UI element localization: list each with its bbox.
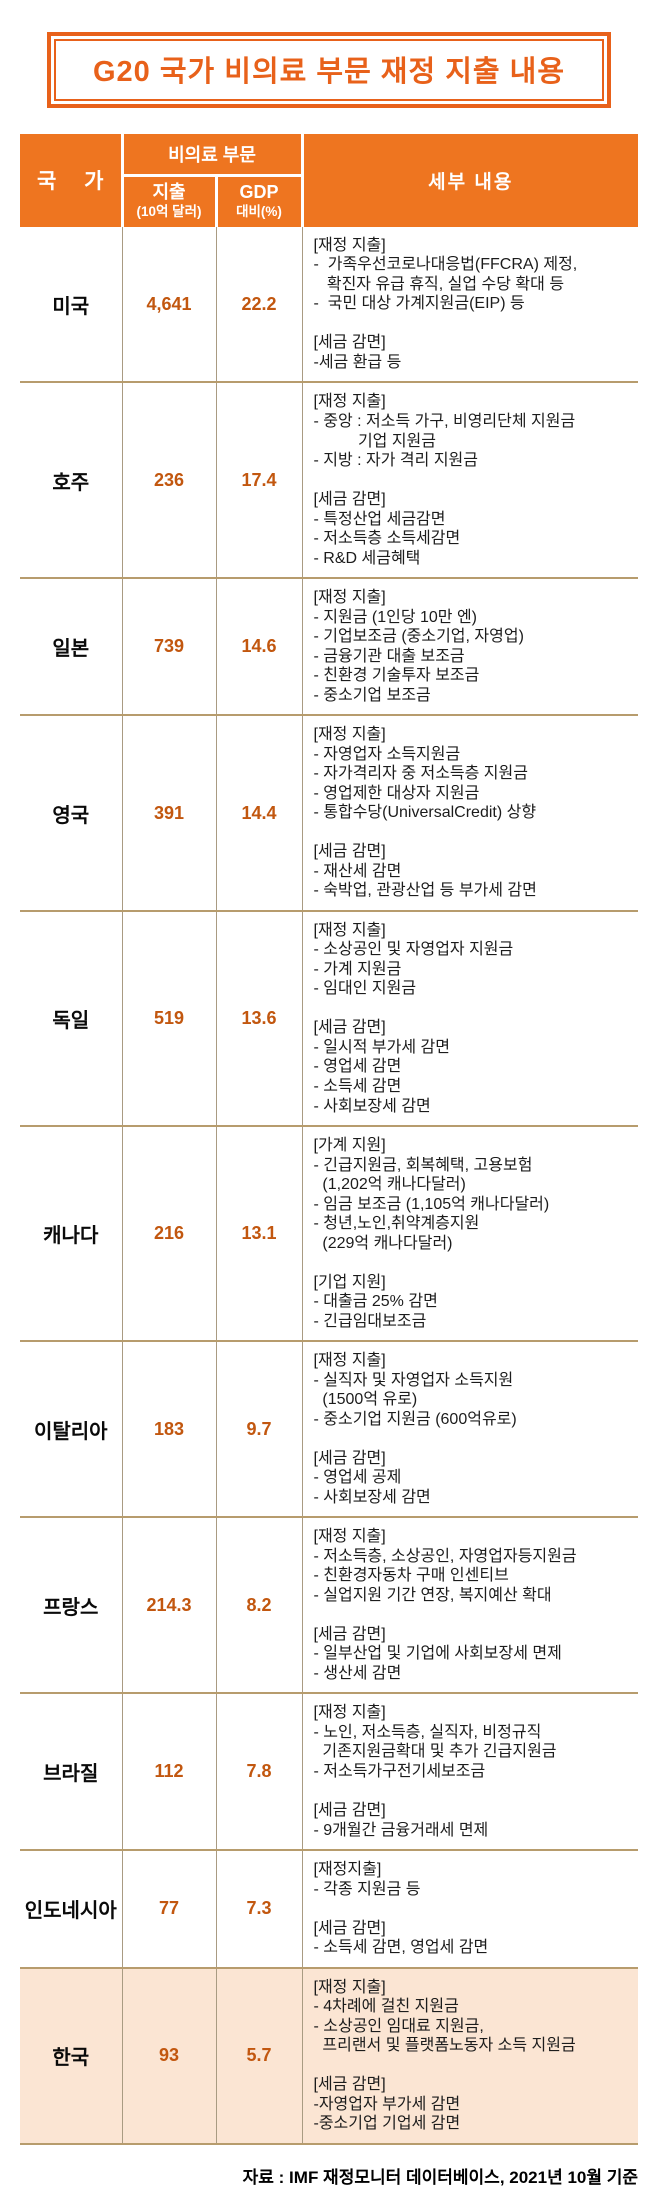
- header-spending: 지출 (10억 달러): [122, 175, 218, 227]
- header-gdp-label: GDP: [239, 182, 279, 202]
- spending-value: 519: [122, 909, 217, 1127]
- header-gdp-unit: 대비(%): [236, 203, 282, 219]
- header-details: 세부 내용: [302, 134, 638, 227]
- country-name: 영국: [20, 714, 123, 911]
- country-details: [재정 지출] - 노인, 저소득층, 실직자, 비정규직 기존지원금확대 및 …: [302, 1692, 638, 1851]
- spending-value: 214.3: [122, 1516, 217, 1694]
- row-france: 프랑스 214.3 8.2 [재정 지출] - 저소득층, 소상공인, 자영업자…: [20, 1516, 638, 1694]
- country-name: 한국: [20, 1966, 123, 2145]
- g20-spending-table: 국 가 비의료 부문 세부 내용 지출 (10억 달러) GDP 대비(%) 미…: [20, 134, 638, 2145]
- spending-value: 216: [122, 1125, 217, 1342]
- country-name: 브라질: [20, 1692, 123, 1851]
- row-japan: 일본 739 14.6 [재정 지출] - 지원금 (1인당 10만 엔) - …: [20, 577, 638, 716]
- country-details: [재정 지출] - 실직자 및 자영업자 소득지원 (1500억 유로) - 중…: [302, 1340, 638, 1518]
- gdp-ratio-value: 14.4: [216, 714, 303, 911]
- country-name: 호주: [20, 381, 123, 579]
- row-germany: 독일 519 13.6 [재정 지출] - 소상공인 및 자영업자 지원금 - …: [20, 909, 638, 1127]
- gdp-ratio-value: 17.4: [216, 381, 303, 579]
- spending-value: 112: [122, 1692, 217, 1851]
- country-name: 인도네시아: [20, 1849, 123, 1968]
- gdp-ratio-value: 14.6: [216, 577, 303, 716]
- country-details: [가계 지원] - 긴급지원금, 회복혜택, 고용보험 (1,202억 캐나다달…: [302, 1125, 638, 1342]
- spending-value: 4,641: [122, 226, 217, 383]
- header-nonmedical-group: 비의료 부문: [122, 134, 304, 177]
- gdp-ratio-value: 13.1: [216, 1125, 303, 1342]
- row-usa: 미국 4,641 22.2 [재정 지출] - 가족우선코로나대응법(FFCRA…: [20, 226, 638, 383]
- gdp-ratio-value: 7.3: [216, 1849, 303, 1968]
- row-indonesia: 인도네시아 77 7.3 [재정지출] - 각종 지원금 등 [세금 감면] -…: [20, 1849, 638, 1968]
- header-gdp: GDP 대비(%): [216, 175, 304, 227]
- spending-value: 77: [122, 1849, 217, 1968]
- gdp-ratio-value: 5.7: [216, 1966, 303, 2145]
- country-details: [재정 지출] - 중앙 : 저소득 가구, 비영리단체 지원금 기업 지원금 …: [302, 381, 638, 579]
- row-australia: 호주 236 17.4 [재정 지출] - 중앙 : 저소득 가구, 비영리단체…: [20, 381, 638, 579]
- gdp-ratio-value: 9.7: [216, 1340, 303, 1518]
- country-details: [재정 지출] - 지원금 (1인당 10만 엔) - 기업보조금 (중소기업,…: [302, 577, 638, 716]
- page-title: G20 국가 비의료 부문 재정 지출 내용: [54, 39, 604, 101]
- source-note: 자료 : IMF 재정모니터 데이터베이스, 2021년 10월 기준: [242, 2167, 638, 2187]
- country-name: 미국: [20, 226, 123, 383]
- row-italy: 이탈리아 183 9.7 [재정 지출] - 실직자 및 자영업자 소득지원 (…: [20, 1340, 638, 1518]
- row-korea: 한국 93 5.7 [재정 지출] - 4차례에 걸친 지원금 - 소상공인 임…: [20, 1966, 638, 2145]
- header-country: 국 가: [20, 134, 124, 227]
- gdp-ratio-value: 7.8: [216, 1692, 303, 1851]
- country-name: 이탈리아: [20, 1340, 123, 1518]
- country-details: [재정 지출] - 자영업자 소득지원금 - 자가격리자 중 저소득층 지원금 …: [302, 714, 638, 911]
- gdp-ratio-value: 8.2: [216, 1516, 303, 1694]
- spending-value: 93: [122, 1966, 217, 2145]
- spending-value: 739: [122, 577, 217, 716]
- title-box: G20 국가 비의료 부문 재정 지출 내용: [47, 32, 611, 108]
- country-details: [재정 지출] - 소상공인 및 자영업자 지원금 - 가계 지원금 - 임대인…: [302, 909, 638, 1127]
- spending-value: 391: [122, 714, 217, 911]
- gdp-ratio-value: 22.2: [216, 226, 303, 383]
- table-header: 국 가 비의료 부문 세부 내용 지출 (10억 달러) GDP 대비(%): [20, 134, 638, 227]
- country-name: 프랑스: [20, 1516, 123, 1694]
- row-uk: 영국 391 14.4 [재정 지출] - 자영업자 소득지원금 - 자가격리자…: [20, 714, 638, 911]
- row-canada: 캐나다 216 13.1 [가계 지원] - 긴급지원금, 회복혜택, 고용보험…: [20, 1125, 638, 1342]
- gdp-ratio-value: 13.6: [216, 909, 303, 1127]
- spending-value: 236: [122, 381, 217, 579]
- row-brazil: 브라질 112 7.8 [재정 지출] - 노인, 저소득층, 실직자, 비정규…: [20, 1692, 638, 1851]
- header-spending-unit: (10억 달러): [136, 203, 202, 219]
- header-spending-label: 지출: [152, 182, 186, 202]
- country-details: [재정지출] - 각종 지원금 등 [세금 감면] - 소득세 감면, 영업세 …: [302, 1849, 638, 1968]
- country-name: 일본: [20, 577, 123, 716]
- country-details: [재정 지출] - 저소득층, 소상공인, 자영업자등지원금 - 친환경자동차 …: [302, 1516, 638, 1694]
- spending-value: 183: [122, 1340, 217, 1518]
- country-details: [재정 지출] - 가족우선코로나대응법(FFCRA) 제정, 확진자 유급 휴…: [302, 226, 638, 383]
- country-details: [재정 지출] - 4차례에 걸친 지원금 - 소상공인 임대료 지원금, 프리…: [302, 1966, 638, 2145]
- country-name: 독일: [20, 909, 123, 1127]
- country-name: 캐나다: [20, 1125, 123, 1342]
